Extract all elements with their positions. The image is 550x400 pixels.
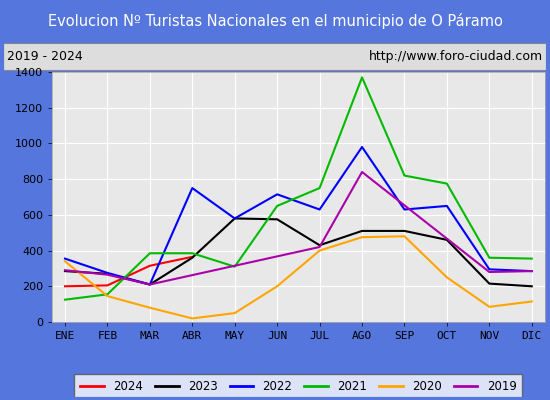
Text: 2019 - 2024: 2019 - 2024: [7, 50, 83, 63]
Text: Evolucion Nº Turistas Nacionales en el municipio de O Páramo: Evolucion Nº Turistas Nacionales en el m…: [47, 13, 503, 29]
Legend: 2024, 2023, 2022, 2021, 2020, 2019: 2024, 2023, 2022, 2021, 2020, 2019: [74, 374, 522, 398]
Text: http://www.foro-ciudad.com: http://www.foro-ciudad.com: [368, 50, 543, 63]
